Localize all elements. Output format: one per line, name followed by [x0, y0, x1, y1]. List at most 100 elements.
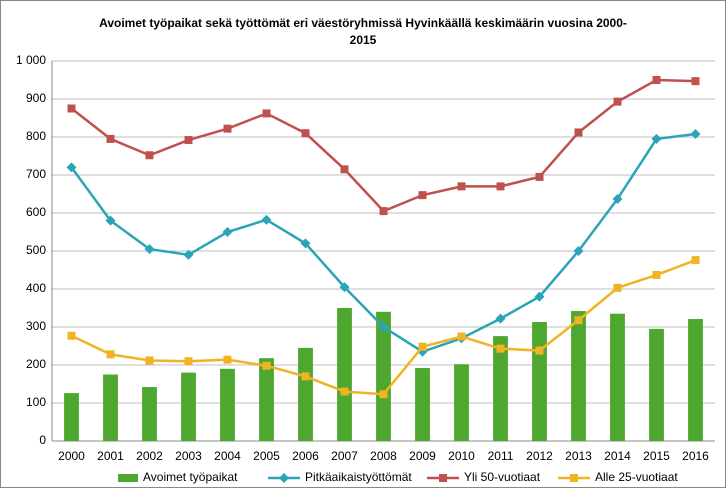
point [496, 344, 505, 353]
x-tick-label: 2012 [526, 449, 553, 463]
bar [103, 374, 118, 441]
point [613, 283, 622, 292]
bar [220, 368, 235, 441]
x-tick-label: 2001 [97, 449, 124, 463]
x-tick-label: 2016 [682, 449, 709, 463]
point [262, 361, 271, 370]
x-tick-label: 2004 [214, 449, 241, 463]
point [612, 193, 623, 204]
y-tick-label: 400 [26, 281, 46, 295]
legend-marker [279, 473, 289, 483]
x-tick-label: 2015 [643, 449, 670, 463]
point [67, 331, 76, 340]
point [574, 316, 583, 325]
y-tick-label: 500 [26, 243, 46, 257]
bar [454, 364, 469, 441]
point [573, 246, 584, 256]
y-tick-label: 1 000 [16, 53, 46, 67]
x-tick-label: 2005 [253, 449, 280, 463]
bar [610, 313, 625, 441]
point [340, 165, 349, 174]
legend-marker [570, 474, 578, 482]
point [691, 77, 700, 86]
point [690, 128, 701, 139]
chart-title: Avoimet työpaikat sekä työttömät eri väe… [99, 16, 627, 47]
legend-label: Pitkäaikaistyöttömät [305, 470, 412, 484]
x-tick-label: 2010 [448, 449, 475, 463]
point [535, 346, 544, 355]
point [223, 355, 232, 364]
point [106, 134, 115, 143]
point [222, 227, 233, 237]
x-tick-label: 2006 [292, 449, 319, 463]
point [301, 372, 310, 381]
y-tick-label: 0 [39, 433, 46, 447]
point [261, 214, 272, 225]
point [184, 357, 193, 366]
bar [376, 311, 391, 441]
point [457, 332, 466, 341]
point [535, 172, 544, 181]
bar [649, 328, 664, 441]
point [300, 238, 311, 249]
x-tick-label: 2014 [604, 449, 631, 463]
y-tick-label: 200 [26, 357, 46, 371]
bar [688, 319, 703, 441]
bar [64, 393, 79, 441]
y-tick-label: 800 [26, 129, 46, 143]
legend-label: Avoimet työpaikat [143, 470, 238, 484]
point [106, 350, 115, 359]
point [339, 282, 350, 293]
x-tick-label: 2007 [331, 449, 358, 463]
point [183, 249, 194, 260]
point [67, 104, 76, 113]
point [145, 356, 154, 365]
point [66, 162, 77, 173]
point [496, 182, 505, 191]
point [340, 387, 349, 396]
point [457, 182, 466, 191]
y-tick-label: 300 [26, 319, 46, 333]
x-tick-label: 2008 [370, 449, 397, 463]
bar [142, 387, 157, 441]
point [418, 342, 427, 351]
bar [181, 372, 196, 441]
point [418, 191, 427, 200]
point [495, 313, 506, 324]
y-tick-label: 600 [26, 205, 46, 219]
bar [415, 368, 430, 441]
legend-label: Yli 50-vuotiaat [464, 470, 541, 484]
x-tick-label: 2009 [409, 449, 436, 463]
y-tick-label: 100 [26, 395, 46, 409]
legend-label: Alle 25-vuotiaat [595, 470, 678, 484]
y-tick-label: 700 [26, 167, 46, 181]
x-tick-label: 2000 [58, 449, 85, 463]
point [378, 322, 389, 332]
point [574, 128, 583, 137]
bar [337, 308, 352, 441]
point [262, 109, 271, 118]
bar [532, 322, 547, 441]
point [145, 151, 154, 160]
point [691, 256, 700, 265]
bar [298, 347, 313, 441]
x-tick-label: 2013 [565, 449, 592, 463]
bar [493, 336, 508, 441]
point [379, 390, 388, 399]
point [301, 129, 310, 138]
point [534, 291, 545, 302]
x-tick-label: 2003 [175, 449, 202, 463]
point [105, 215, 116, 226]
bar [259, 358, 274, 441]
point [651, 133, 662, 144]
point [184, 136, 193, 145]
point [652, 76, 661, 84]
legend-marker [439, 474, 447, 482]
x-tick-label: 2011 [488, 449, 514, 463]
point [379, 207, 388, 216]
point [223, 124, 232, 133]
x-tick-label: 2002 [136, 449, 163, 463]
